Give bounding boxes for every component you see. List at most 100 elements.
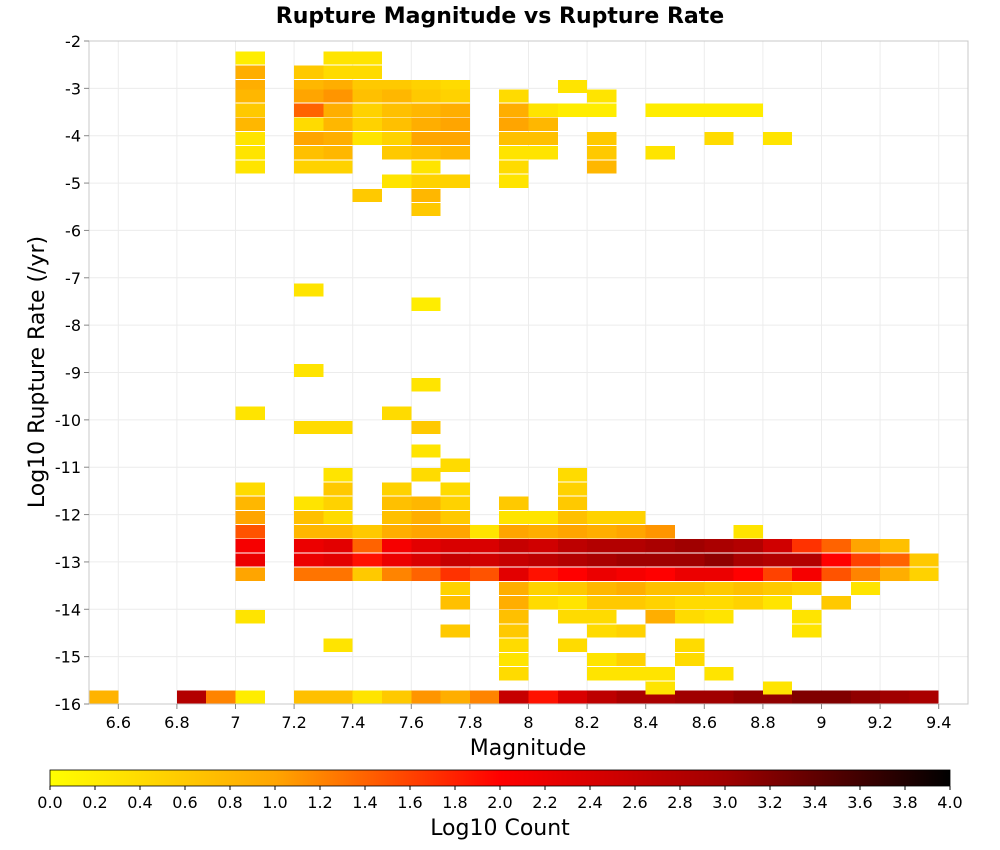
heatmap-cell (294, 539, 324, 553)
heatmap-cell (499, 567, 529, 581)
heatmap-cell (235, 406, 265, 420)
colorbar-tick-label: 3.0 (712, 793, 737, 812)
heatmap-cell (499, 596, 529, 610)
heatmap-cell (499, 89, 529, 103)
heatmap-cell (880, 567, 910, 581)
heatmap-cell (909, 553, 939, 567)
heatmap-cell (557, 596, 588, 610)
heatmap-cell (528, 510, 558, 525)
heatmap-cell (411, 297, 441, 311)
heatmap-cell (792, 553, 822, 567)
heatmap-cell (704, 539, 734, 553)
heatmap-cell (411, 378, 441, 392)
heatmap-cell (528, 690, 558, 704)
heatmap-cell (645, 553, 675, 567)
y-tick-label: -11 (55, 458, 81, 477)
heatmap-cell (645, 146, 675, 160)
heatmap-cell (704, 596, 734, 610)
heatmap-cell (762, 131, 793, 146)
heatmap-cell (792, 610, 822, 624)
heatmap-cell (792, 539, 822, 553)
heatmap-cell (323, 89, 353, 103)
x-axis-label: Magnitude (470, 736, 587, 761)
heatmap-cell (821, 567, 851, 581)
heatmap-cell (499, 131, 529, 146)
heatmap-cell (294, 65, 324, 79)
y-tick-label: -12 (55, 506, 81, 525)
x-tick-label: 7.2 (281, 713, 306, 732)
heatmap-cell (323, 117, 353, 131)
heatmap-cell (499, 103, 529, 117)
colorbar-label: Log10 Count (430, 816, 570, 841)
heatmap-cell (499, 539, 529, 553)
heatmap-cell (411, 89, 441, 103)
heatmap-cell (235, 610, 265, 624)
heatmap-cell (352, 553, 382, 567)
heatmap-cell (352, 103, 382, 117)
y-axis-label: Log10 Rupture Rate (/yr) (25, 236, 50, 508)
heatmap-cell (323, 131, 353, 146)
heatmap-cell (440, 131, 470, 146)
heatmap-cell (382, 146, 412, 160)
heatmap-cell (704, 667, 734, 681)
heatmap-cell (587, 624, 617, 638)
heatmap-cell (675, 539, 705, 553)
heatmap-cell (411, 103, 441, 117)
heatmap-cell (792, 690, 822, 704)
heatmap-cell (616, 553, 646, 567)
x-tick-label: 9.2 (867, 713, 892, 732)
heatmap-cell (821, 553, 851, 567)
heatmap-cell (616, 667, 646, 681)
heatmap-cell (557, 524, 588, 539)
heatmap-cell (235, 117, 265, 131)
heatmap-cell (792, 624, 822, 638)
heatmap-cell (206, 690, 236, 704)
heatmap-cell (469, 539, 500, 553)
heatmap-cell (411, 690, 441, 704)
y-tick-label: -9 (65, 364, 81, 383)
heatmap-cell (294, 496, 324, 510)
heatmap-cell (587, 690, 617, 704)
heatmap-cell (557, 610, 588, 624)
heatmap-cell (294, 567, 324, 581)
heatmap-cell (294, 524, 324, 539)
heatmap-cell (733, 553, 763, 567)
heatmap-cell (675, 610, 705, 624)
heatmap-cell (440, 174, 470, 188)
colorbar-tick-label: 0.0 (37, 793, 62, 812)
heatmap-cell (294, 363, 324, 378)
heatmap-cell (382, 539, 412, 553)
heatmap-cell (352, 690, 382, 704)
heatmap-cell (411, 553, 441, 567)
colorbar-tick-label: 1.8 (442, 793, 467, 812)
colorbar-tick-label: 1.6 (397, 793, 422, 812)
heatmap-cell (557, 79, 588, 94)
heatmap-cell (675, 652, 705, 667)
x-tick-label: 6.8 (164, 713, 189, 732)
heatmap-cell (616, 596, 646, 610)
heatmap-cell (821, 539, 851, 553)
heatmap-cell (557, 510, 588, 525)
heatmap-cell (411, 539, 441, 553)
y-tick-label: -5 (65, 174, 81, 193)
colorbar-tick-label: 3.4 (802, 793, 827, 812)
heatmap-cell (557, 567, 588, 581)
heatmap-cell (323, 690, 353, 704)
heatmap-cell (587, 89, 617, 103)
heatmap-cell (850, 539, 881, 553)
heatmap-cell (411, 117, 441, 131)
heatmap-cell (557, 468, 588, 482)
x-tick-label: 8.6 (692, 713, 717, 732)
heatmap-cell (323, 103, 353, 117)
heatmap-cell (440, 539, 470, 553)
heatmap-cell (411, 567, 441, 581)
heatmap-cell (294, 160, 324, 174)
colorbar-tick-label: 3.2 (757, 793, 782, 812)
heatmap-cell (499, 510, 529, 525)
heatmap-cell (235, 89, 265, 103)
heatmap-cell (616, 539, 646, 553)
heatmap-cell (235, 567, 265, 581)
heatmap-cell (675, 638, 705, 652)
heatmap-cell (704, 567, 734, 581)
